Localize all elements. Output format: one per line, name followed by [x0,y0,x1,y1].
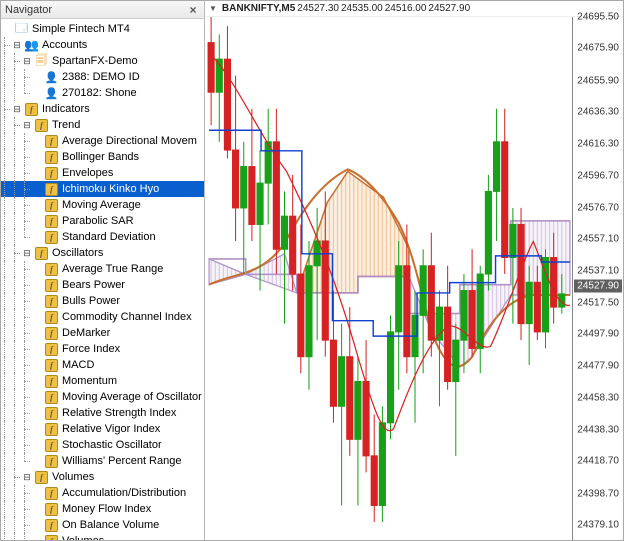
yaxis-tick: 24576.70 [577,202,619,213]
tree-item[interactable]: fCommodity Channel Index [1,309,204,325]
tree-item[interactable]: fAccumulation/Distribution [1,485,204,501]
tree-item[interactable]: ⊟fOscillators [1,245,204,261]
chart-header: ▼ BANKNIFTY,M5 24527.30 24535.00 24516.0… [205,1,623,17]
chart-symbol: BANKNIFTY,M5 [222,3,295,14]
yaxis-tick: 24675.90 [577,43,619,54]
tree-item[interactable]: 👤2388: DEMO ID [1,69,204,85]
tree-item[interactable]: ⊟👥Accounts [1,37,204,53]
navigator-header: Navigator × [1,1,204,19]
tree-item[interactable]: fAverage Directional Movem [1,133,204,149]
yaxis-tick: 24418.70 [577,456,619,467]
tree-item[interactable]: fMoving Average [1,197,204,213]
navigator-close-button[interactable]: × [186,3,200,17]
yaxis-tick: 24636.30 [577,107,619,118]
tree-item[interactable]: 👤270182: Shone [1,85,204,101]
app-root: Navigator × 🗔Simple Fintech MT4⊟👥Account… [0,0,624,541]
chart-panel: ▼ BANKNIFTY,M5 24527.30 24535.00 24516.0… [205,1,623,540]
tree-item[interactable]: fMACD [1,357,204,373]
chart-high: 24535.00 [341,3,383,14]
tree-item[interactable]: fParabolic SAR [1,213,204,229]
tree-item[interactable]: 🗔Simple Fintech MT4 [1,21,204,37]
yaxis-current-price: 24527.90 [574,280,622,293]
tree-item[interactable]: ⊟fVolumes [1,469,204,485]
yaxis-tick: 24438.30 [577,424,619,435]
yaxis-tick: 24596.70 [577,170,619,181]
yaxis-tick: 24379.10 [577,520,619,531]
tree-item[interactable]: fForce Index [1,341,204,357]
tree-item[interactable]: fIchimoku Kinko Hyo [1,181,204,197]
tree-item[interactable]: fOn Balance Volume [1,517,204,533]
chart-open: 24527.30 [297,3,339,14]
yaxis-tick: 24616.30 [577,139,619,150]
tree-item[interactable]: fBollinger Bands [1,149,204,165]
navigator-tree[interactable]: 🗔Simple Fintech MT4⊟👥Accounts⊟🗐SpartanFX… [1,19,204,540]
tree-item[interactable]: ⊟fIndicators [1,101,204,117]
tree-item[interactable]: fMoving Average of Oscillator [1,389,204,405]
chart-low: 24516.00 [385,3,427,14]
chart-close: 24527.90 [428,3,470,14]
tree-item[interactable]: fMoney Flow Index [1,501,204,517]
tree-item[interactable]: fStochastic Oscillator [1,437,204,453]
yaxis-tick: 24655.90 [577,75,619,86]
tree-item[interactable]: fMomentum [1,373,204,389]
tree-item[interactable]: fWilliams' Percent Range [1,453,204,469]
chart-dropdown-icon[interactable]: ▼ [209,4,217,13]
chart-plot[interactable] [205,17,573,540]
yaxis-tick: 24537.10 [577,266,619,277]
yaxis-tick: 24458.30 [577,392,619,403]
yaxis-tick: 24398.70 [577,488,619,499]
tree-item[interactable]: fVolumes [1,533,204,540]
tree-item[interactable]: fRelative Strength Index [1,405,204,421]
tree-item[interactable]: fRelative Vigor Index [1,421,204,437]
navigator-panel: Navigator × 🗔Simple Fintech MT4⊟👥Account… [1,1,205,540]
tree-item[interactable]: ⊟🗐SpartanFX-Demo [1,53,204,69]
yaxis-tick: 24477.90 [577,361,619,372]
tree-item[interactable]: fEnvelopes [1,165,204,181]
tree-item[interactable]: fBears Power [1,277,204,293]
navigator-title: Navigator [5,4,186,16]
tree-item[interactable]: fBulls Power [1,293,204,309]
tree-item[interactable]: fStandard Deviation [1,229,204,245]
tree-item[interactable]: fDeMarker [1,325,204,341]
yaxis-tick: 24517.50 [577,297,619,308]
yaxis-tick: 24695.50 [577,12,619,23]
chart-body: 24695.5024675.9024655.9024636.3024616.30… [205,17,623,540]
tree-item[interactable]: ⊟fTrend [1,117,204,133]
chart-yaxis: 24695.5024675.9024655.9024636.3024616.30… [573,17,623,540]
tree-item[interactable]: fAverage True Range [1,261,204,277]
yaxis-tick: 24497.90 [577,329,619,340]
yaxis-tick: 24557.10 [577,234,619,245]
